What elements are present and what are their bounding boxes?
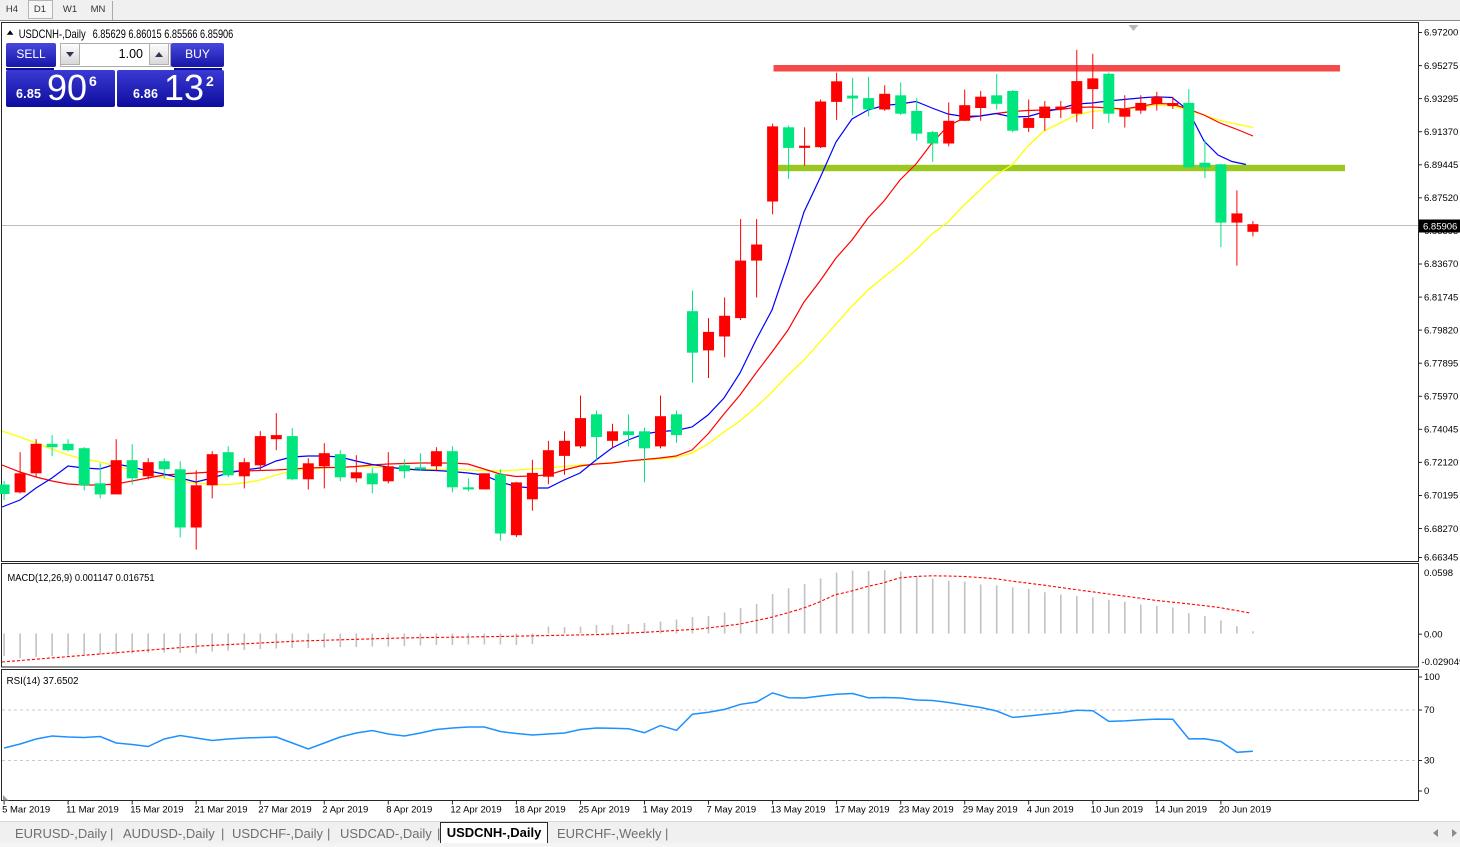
svg-text:6.85906: 6.85906 — [1423, 222, 1457, 233]
svg-text:8 Apr 2019: 8 Apr 2019 — [386, 805, 432, 816]
svg-text:5 Mar 2019: 5 Mar 2019 — [2, 805, 50, 816]
svg-text:4 Jun 2019: 4 Jun 2019 — [1027, 805, 1074, 816]
svg-text:11 Mar 2019: 11 Mar 2019 — [66, 805, 119, 816]
svg-text:6.74045: 6.74045 — [1424, 425, 1458, 436]
svg-text:USDCNH-,Daily: USDCNH-,Daily — [19, 27, 86, 41]
svg-text:6.72120: 6.72120 — [1424, 458, 1458, 469]
svg-text:23 May 2019: 23 May 2019 — [899, 805, 954, 816]
svg-text:6.95275: 6.95275 — [1424, 61, 1458, 72]
svg-text:6.91370: 6.91370 — [1424, 127, 1458, 138]
svg-text:6.75970: 6.75970 — [1424, 392, 1458, 403]
svg-text:6.97200: 6.97200 — [1424, 28, 1458, 39]
svg-text:6.81745: 6.81745 — [1424, 292, 1458, 303]
svg-text:100: 100 — [1424, 672, 1440, 683]
svg-text:0.00: 0.00 — [1424, 629, 1443, 640]
svg-text:6.83670: 6.83670 — [1424, 259, 1458, 270]
svg-text:6.85629 6.86015 6.85566 6.8590: 6.85629 6.86015 6.85566 6.85906 — [93, 27, 234, 41]
svg-text:15 Mar 2019: 15 Mar 2019 — [130, 805, 183, 816]
svg-text:70: 70 — [1424, 705, 1435, 716]
svg-text:20 Jun 2019: 20 Jun 2019 — [1219, 805, 1271, 816]
svg-text:6.66345: 6.66345 — [1424, 553, 1458, 564]
svg-text:13 May 2019: 13 May 2019 — [771, 805, 826, 816]
svg-text:6.89445: 6.89445 — [1424, 160, 1458, 171]
svg-text:2 Apr 2019: 2 Apr 2019 — [322, 805, 368, 816]
svg-text:12 Apr 2019: 12 Apr 2019 — [450, 805, 501, 816]
svg-text:18 Apr 2019: 18 Apr 2019 — [514, 805, 565, 816]
svg-text:6.68270: 6.68270 — [1424, 524, 1458, 535]
svg-text:1 May 2019: 1 May 2019 — [643, 805, 693, 816]
svg-text:29 May 2019: 29 May 2019 — [963, 805, 1018, 816]
svg-text:10 Jun 2019: 10 Jun 2019 — [1091, 805, 1143, 816]
svg-text:27 Mar 2019: 27 Mar 2019 — [258, 805, 311, 816]
svg-text:0: 0 — [1424, 786, 1429, 797]
svg-text:-0.029049: -0.029049 — [1422, 657, 1460, 668]
svg-text:6.77895: 6.77895 — [1424, 358, 1458, 369]
svg-text:6.70195: 6.70195 — [1424, 491, 1458, 502]
svg-text:21 Mar 2019: 21 Mar 2019 — [194, 805, 247, 816]
svg-text:6.79820: 6.79820 — [1424, 325, 1458, 336]
svg-text:6.87520: 6.87520 — [1424, 193, 1458, 204]
svg-text:6.93295: 6.93295 — [1424, 94, 1458, 105]
svg-text:14 Jun 2019: 14 Jun 2019 — [1155, 805, 1207, 816]
svg-text:25 Apr 2019: 25 Apr 2019 — [579, 805, 630, 816]
svg-text:17 May 2019: 17 May 2019 — [835, 805, 890, 816]
svg-text:RSI(14) 37.6502: RSI(14) 37.6502 — [7, 676, 79, 687]
svg-text:7 May 2019: 7 May 2019 — [707, 805, 757, 816]
svg-text:30: 30 — [1424, 756, 1435, 767]
svg-text:0.0598: 0.0598 — [1424, 568, 1453, 579]
svg-text:MACD(12,26,9) 0.001147 0.01675: MACD(12,26,9) 0.001147 0.016751 — [8, 573, 155, 584]
